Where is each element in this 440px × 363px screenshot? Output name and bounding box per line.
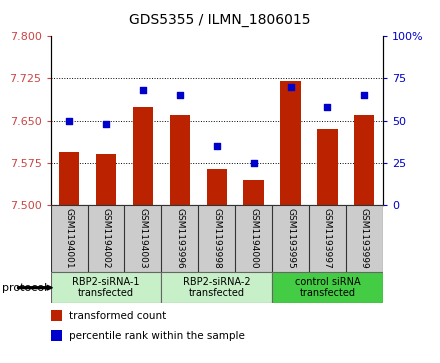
Bar (317, 129, 337, 205)
Bar (59, 152, 79, 205)
Text: RBP2-siRNA-1
transfected: RBP2-siRNA-1 transfected (72, 277, 140, 298)
Bar (51, 330, 62, 341)
Text: GSM1193995: GSM1193995 (286, 208, 295, 269)
Point (324, 104, 331, 110)
Point (139, 87, 147, 93)
Bar (51, 272, 161, 303)
Bar (354, 115, 374, 205)
Point (361, 93, 368, 98)
Bar (280, 81, 301, 205)
Text: control siRNA
transfected: control siRNA transfected (295, 277, 360, 298)
Bar (170, 115, 190, 205)
Text: GSM1194001: GSM1194001 (65, 208, 73, 269)
Text: RBP2-siRNA-2
transfected: RBP2-siRNA-2 transfected (183, 277, 250, 298)
Bar (161, 272, 272, 303)
Point (66, 118, 73, 123)
Point (287, 84, 294, 90)
Point (176, 93, 183, 98)
Bar (133, 107, 153, 205)
Text: GDS5355 / ILMN_1806015: GDS5355 / ILMN_1806015 (129, 13, 311, 27)
Text: GSM1193996: GSM1193996 (175, 208, 184, 269)
Bar (206, 168, 227, 205)
Text: transformed count: transformed count (69, 311, 166, 321)
Point (103, 121, 110, 127)
Text: GSM1193998: GSM1193998 (212, 208, 221, 269)
Bar (96, 154, 116, 205)
Point (213, 143, 220, 149)
Text: GSM1193999: GSM1193999 (360, 208, 369, 269)
Text: GSM1194003: GSM1194003 (138, 208, 147, 269)
Text: GSM1194000: GSM1194000 (249, 208, 258, 269)
Point (250, 160, 257, 166)
Bar (272, 272, 383, 303)
Bar (243, 180, 264, 205)
Bar (51, 310, 62, 321)
Text: GSM1194002: GSM1194002 (102, 208, 110, 269)
Text: percentile rank within the sample: percentile rank within the sample (69, 331, 245, 341)
Text: protocol: protocol (2, 283, 48, 293)
Text: GSM1193997: GSM1193997 (323, 208, 332, 269)
